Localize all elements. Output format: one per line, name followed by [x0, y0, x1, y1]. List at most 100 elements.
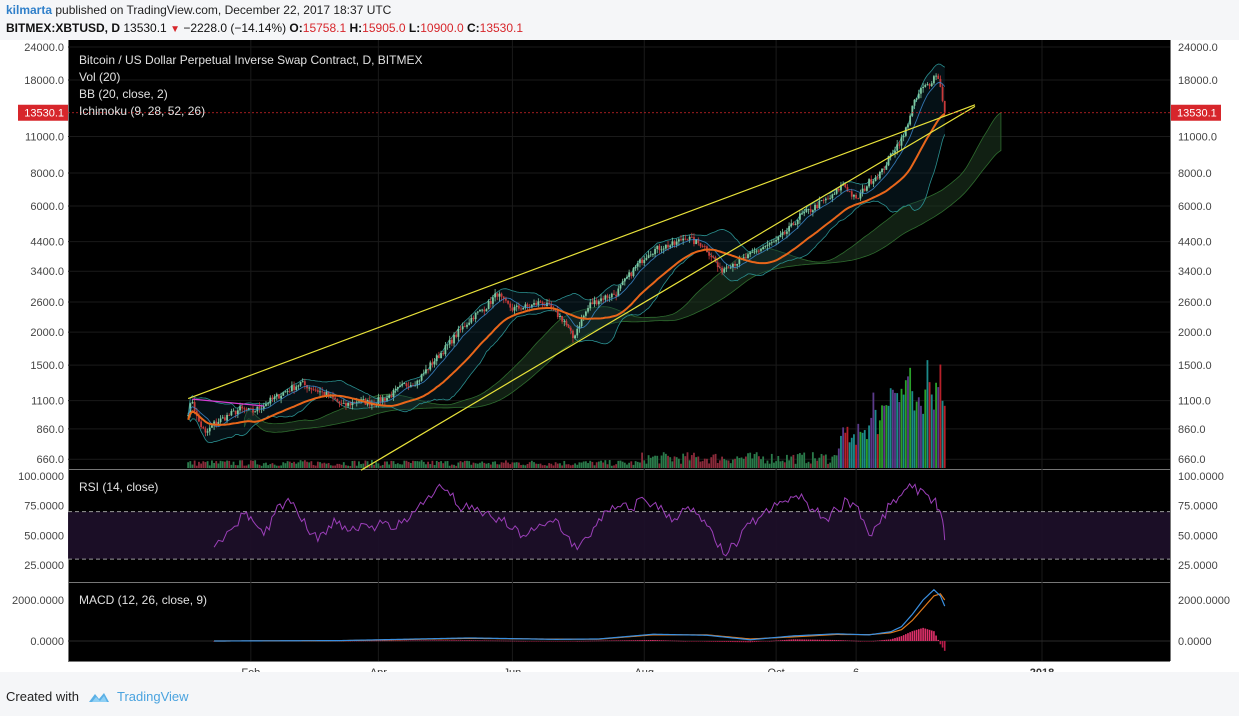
candle-body [719, 267, 721, 268]
candle-body [786, 231, 788, 234]
price-tick-label-left: 4400.0 [30, 237, 64, 249]
price-tick-label-left: 2600.0 [30, 297, 64, 309]
chart-canvas[interactable]: 24000.0 24000.0 18000.0 18000.0 11000.0 11000… [0, 40, 1239, 672]
macd-histogram-bar [630, 640, 633, 641]
macd-histogram-bar [483, 640, 486, 642]
candle-body [943, 100, 946, 112]
candle-body [265, 403, 267, 407]
macd-histogram-bar [621, 640, 624, 641]
volume-bar [803, 452, 806, 468]
candle-body [492, 297, 494, 304]
volume-bar [820, 453, 823, 468]
candle-body [345, 402, 347, 406]
candle-body [623, 278, 626, 282]
candle-body [498, 293, 501, 297]
macd-histogram-bar [773, 640, 775, 642]
macd-histogram-bar [634, 640, 637, 641]
rsi-band-fill [68, 511, 1170, 560]
macd-histogram-bar [732, 641, 734, 643]
candle-body [881, 168, 883, 173]
candle-body [314, 389, 317, 391]
candle-body [907, 124, 909, 128]
volume-bar [900, 388, 903, 468]
candle-body [667, 244, 669, 248]
volume-bar [695, 457, 698, 468]
candle-body [472, 317, 475, 320]
macd-histogram-bar [502, 640, 505, 642]
candle-body [941, 86, 944, 101]
volume-bar [541, 465, 544, 468]
candle-body [606, 295, 609, 298]
candle-body [695, 239, 698, 245]
volume-bar [459, 461, 462, 468]
candle-body [801, 213, 803, 215]
macd-histogram-bar [457, 640, 460, 641]
candle-body [755, 250, 758, 252]
macd-histogram-bar [876, 640, 879, 642]
macd-histogram-bar [554, 641, 557, 642]
volume-bar [660, 455, 663, 468]
macd-histogram-bar [745, 641, 747, 643]
macd-histogram-bar [375, 640, 378, 642]
macd-histogram-bar [796, 639, 799, 641]
volume-bar [649, 457, 652, 468]
volume-bar [682, 453, 685, 468]
volume-bar [907, 376, 909, 468]
candle-body [243, 408, 246, 410]
candle-body [727, 267, 730, 269]
candle-body [453, 334, 455, 344]
volume-bar [273, 464, 276, 468]
price-tick-label-right: 6000.0 [1178, 201, 1212, 213]
candle-body [777, 236, 780, 241]
volume-bar [195, 465, 198, 468]
price-tick-label-right: 2600.0 [1178, 297, 1212, 309]
open-value: 15758.1 [302, 21, 347, 35]
candle-body [933, 76, 935, 84]
last-price: 13530.1 [123, 21, 167, 35]
volume-bar [770, 453, 773, 468]
candle-body [319, 391, 321, 393]
macd-histogram-bar [708, 641, 710, 642]
candle-body [900, 137, 903, 146]
candle-body [716, 262, 719, 268]
macd-histogram-bar [935, 635, 937, 641]
volume-bar [396, 463, 399, 468]
volume-bar [747, 453, 749, 468]
volume-bar [200, 463, 203, 468]
volume-bar [930, 394, 933, 468]
candle-body [489, 301, 492, 304]
macd-histogram-bar [799, 639, 801, 641]
candle-body [213, 421, 215, 426]
volume-bar [243, 465, 246, 468]
candle-body [308, 387, 311, 389]
candle-body [221, 417, 224, 419]
volume-bar [373, 464, 375, 468]
candle-body [226, 415, 228, 421]
macd-histogram-bar [479, 640, 481, 641]
volume-bar [543, 465, 546, 468]
candle-body [386, 397, 388, 401]
candle-body [736, 263, 739, 266]
macd-histogram-bar [924, 628, 927, 641]
candle-body [530, 304, 533, 308]
candle-body [794, 224, 797, 226]
candle-body [764, 246, 767, 247]
price-tick-label-right: 1100.0 [1178, 396, 1211, 408]
candle-body [840, 184, 842, 191]
volume-bar [552, 465, 555, 468]
price-pane [68, 40, 1170, 469]
author-link[interactable]: kilmarta [6, 3, 53, 17]
volume-bar [375, 462, 378, 468]
macd-histogram-bar [591, 640, 594, 642]
volume-bar [751, 458, 754, 468]
tradingview-link[interactable]: TradingView [116, 689, 189, 704]
volume-bar [303, 460, 306, 468]
volume-bar [636, 461, 639, 468]
macd-histogram-bar [494, 640, 496, 642]
volume-bar [559, 463, 561, 468]
candle-body [301, 381, 304, 383]
candle-body [641, 259, 643, 264]
macd-histogram-bar [896, 637, 898, 641]
volume-bar [221, 461, 224, 468]
macd-histogram-bar [381, 640, 384, 642]
